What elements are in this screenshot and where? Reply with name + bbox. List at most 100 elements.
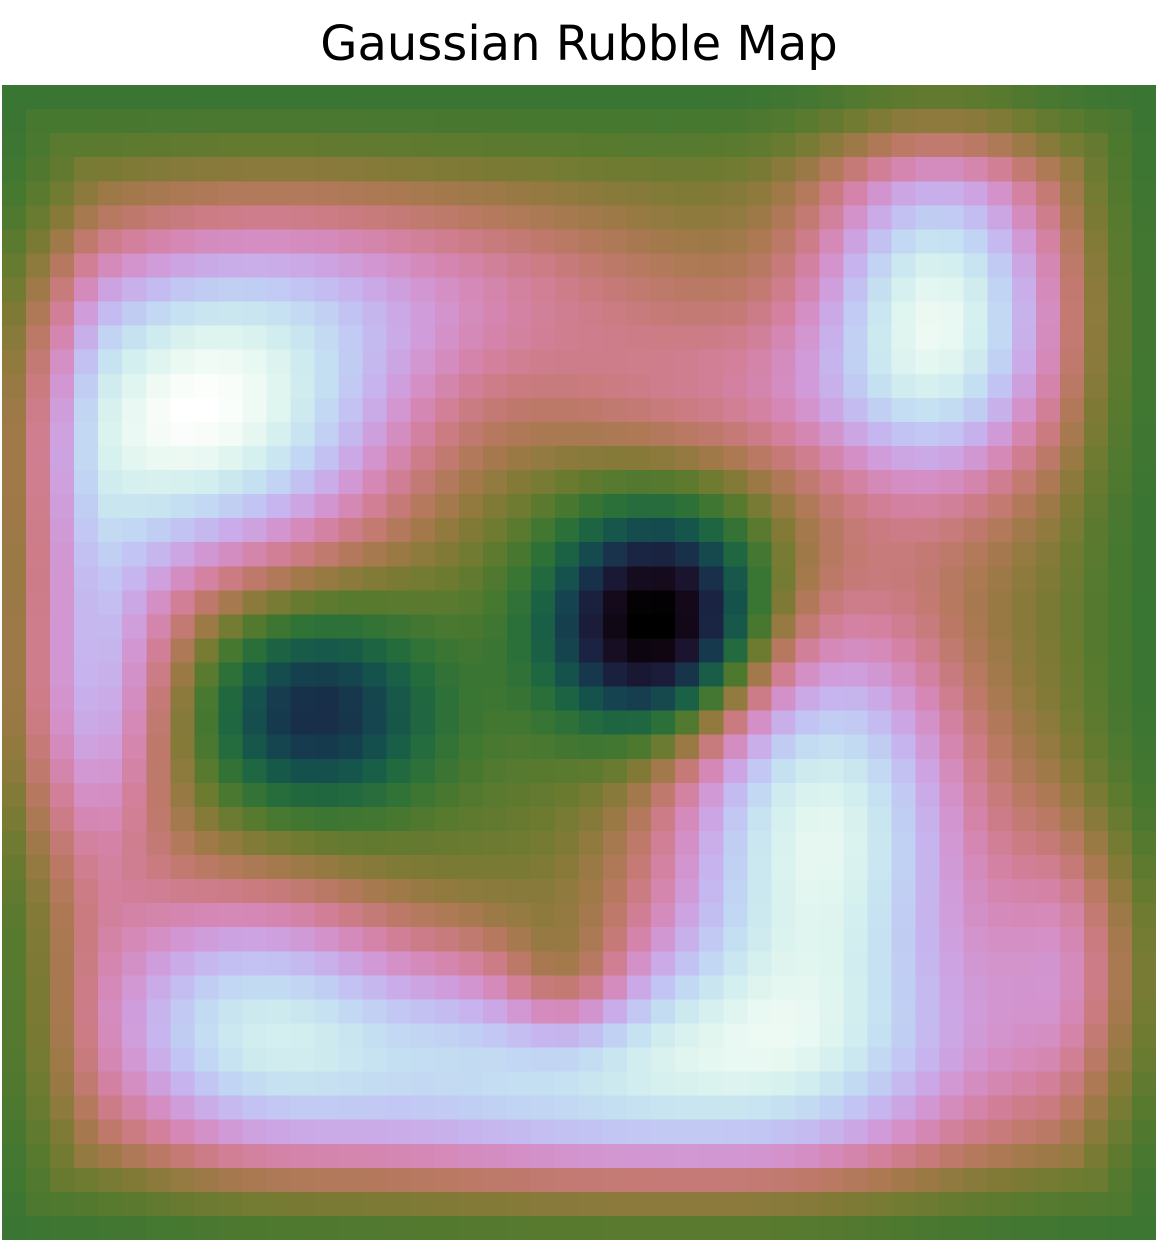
- heatmap-cell: [1035, 1167, 1061, 1193]
- heatmap-cell: [98, 277, 123, 303]
- heatmap-cell: [170, 686, 195, 712]
- heatmap-cell: [338, 1119, 364, 1145]
- heatmap-cell: [987, 373, 1013, 399]
- heatmap-cell: [530, 397, 556, 423]
- heatmap-cell: [891, 1023, 917, 1049]
- heatmap-cell: [2, 542, 27, 567]
- heatmap-cell: [723, 1023, 748, 1049]
- heatmap-cell: [410, 1023, 436, 1049]
- heatmap-cell: [915, 1167, 941, 1193]
- heatmap-cell: [146, 855, 171, 880]
- heatmap-cell: [1131, 975, 1156, 1000]
- heatmap-cell: [747, 494, 772, 519]
- heatmap-cell: [98, 421, 123, 447]
- heatmap-cell: [314, 133, 340, 158]
- heatmap-cell: [410, 614, 436, 640]
- heatmap-cell: [314, 662, 340, 688]
- heatmap-cell: [146, 590, 171, 615]
- heatmap-cell: [579, 157, 604, 182]
- heatmap-cell: [290, 975, 316, 1000]
- heatmap-cell: [843, 205, 869, 230]
- heatmap-cell: [98, 1071, 123, 1097]
- heatmap-cell: [1107, 758, 1133, 784]
- heatmap-cell: [1131, 445, 1156, 471]
- heatmap-cell: [410, 566, 436, 591]
- heatmap-cell: [819, 1071, 845, 1097]
- heatmap-cell: [891, 1047, 917, 1073]
- heatmap-cell: [1011, 710, 1037, 736]
- heatmap-cell: [266, 662, 292, 688]
- heatmap-cell: [506, 590, 532, 615]
- heatmap-cell: [987, 927, 1013, 952]
- heatmap-cell: [146, 1023, 171, 1049]
- heatmap-cell: [122, 903, 147, 928]
- heatmap-cell: [747, 1119, 772, 1145]
- heatmap-cell: [554, 1095, 580, 1121]
- heatmap-cell: [50, 542, 75, 567]
- heatmap-cell: [554, 1071, 580, 1097]
- heatmap-cell: [338, 710, 364, 736]
- heatmap-cell: [723, 445, 748, 471]
- heatmap-cell: [1083, 421, 1109, 447]
- heatmap-cell: [1059, 975, 1085, 1000]
- heatmap-cell: [170, 951, 195, 976]
- heatmap-cell: [1035, 445, 1061, 471]
- heatmap-cell: [506, 301, 532, 327]
- heatmap-cell: [579, 1023, 604, 1049]
- heatmap-cell: [747, 373, 772, 399]
- heatmap-cell: [530, 133, 556, 158]
- heatmap-cell: [530, 951, 556, 976]
- heatmap-cell: [603, 181, 628, 206]
- heatmap-cell: [1083, 903, 1109, 928]
- heatmap-cell: [122, 542, 147, 567]
- heatmap-cell: [362, 157, 388, 182]
- heatmap-cell: [314, 1119, 340, 1145]
- heatmap-cell: [987, 999, 1013, 1025]
- heatmap-cell: [1035, 229, 1061, 255]
- heatmap-cell: [386, 518, 412, 543]
- heatmap-cell: [170, 397, 195, 423]
- heatmap-cell: [434, 951, 460, 976]
- heatmap-cell: [963, 686, 989, 712]
- heatmap-cell: [915, 494, 941, 519]
- heatmap-cell: [146, 1071, 171, 1097]
- heatmap-cell: [314, 301, 340, 327]
- heatmap-cell: [170, 229, 195, 255]
- heatmap-cell: [603, 325, 628, 351]
- heatmap-cell: [458, 397, 484, 423]
- heatmap-cell: [1035, 542, 1061, 567]
- heatmap-cell: [458, 445, 484, 471]
- heatmap-cell: [458, 1143, 484, 1169]
- heatmap-cell: [699, 109, 724, 134]
- heatmap-cell: [579, 686, 604, 712]
- heatmap-cell: [98, 109, 123, 134]
- heatmap-cell: [1059, 903, 1085, 928]
- heatmap-cell: [2, 855, 27, 880]
- heatmap-cell: [146, 181, 171, 206]
- heatmap-cell: [458, 927, 484, 952]
- heatmap-cell: [26, 421, 51, 447]
- heatmap-cell: [675, 349, 700, 375]
- heatmap-cell: [1059, 951, 1085, 976]
- heatmap-cell: [723, 109, 748, 134]
- heatmap-cell: [482, 927, 508, 952]
- heatmap-cell: [1107, 734, 1133, 760]
- heatmap-cell: [747, 1047, 772, 1073]
- heatmap-cell: [1011, 301, 1037, 327]
- heatmap-cell: [98, 85, 123, 110]
- heatmap-cell: [891, 686, 917, 712]
- heatmap-cell: [867, 975, 893, 1000]
- heatmap-cell: [98, 590, 123, 615]
- heatmap-cell: [98, 373, 123, 399]
- heatmap-cell: [939, 999, 965, 1025]
- heatmap-cell: [410, 133, 436, 158]
- heatmap-cell: [1011, 1191, 1037, 1217]
- heatmap-cell: [194, 1071, 219, 1097]
- heatmap-cell: [1131, 1071, 1156, 1097]
- heatmap-cell: [434, 975, 460, 1000]
- heatmap-cell: [146, 397, 171, 423]
- heatmap-cell: [26, 975, 51, 1000]
- heatmap-cell: [603, 397, 628, 423]
- heatmap-cell: [1107, 470, 1133, 495]
- heatmap-cell: [915, 782, 941, 808]
